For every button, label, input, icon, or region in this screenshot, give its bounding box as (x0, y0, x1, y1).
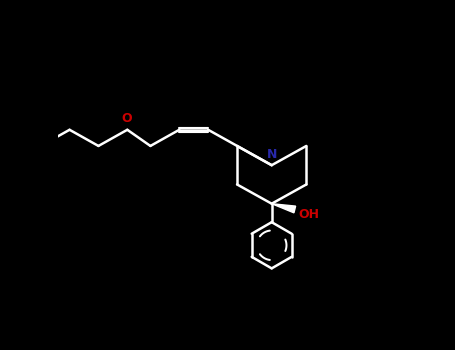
Text: N: N (267, 148, 277, 161)
Text: OH: OH (298, 208, 319, 221)
Text: O: O (121, 112, 132, 125)
Polygon shape (272, 204, 296, 213)
